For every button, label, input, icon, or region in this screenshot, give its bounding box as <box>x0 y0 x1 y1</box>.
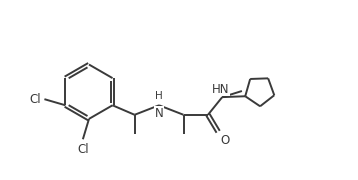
Text: N: N <box>155 107 164 120</box>
Text: Cl: Cl <box>77 143 89 156</box>
Text: HN: HN <box>212 83 229 96</box>
Text: Cl: Cl <box>29 93 41 106</box>
Text: H: H <box>155 91 163 101</box>
Text: O: O <box>221 134 230 147</box>
